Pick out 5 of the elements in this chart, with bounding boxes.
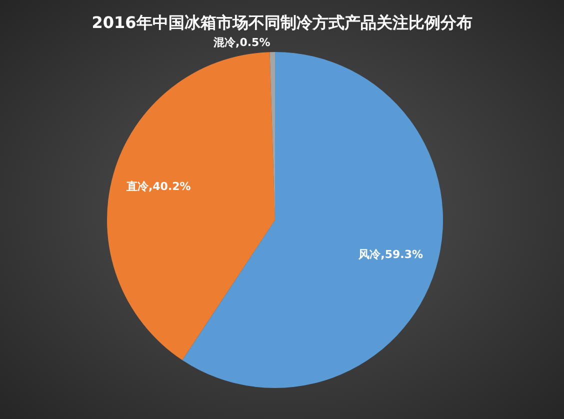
slice-label: 混冷,0.5%: [212, 36, 270, 50]
chart-title: 2016年中国冰箱市场不同制冷方式产品关注比例分布: [92, 13, 472, 32]
slice-label: 直冷,40.2%: [125, 180, 191, 193]
slice-label: 风冷,59.3%: [358, 248, 424, 261]
pie-slice: [107, 52, 275, 360]
